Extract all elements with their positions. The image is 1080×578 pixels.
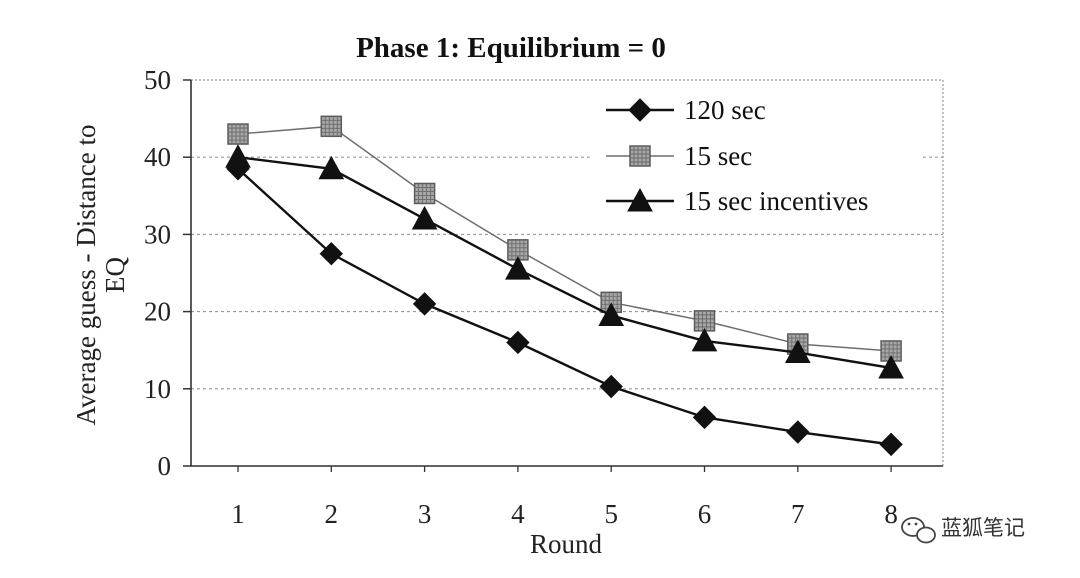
series-line bbox=[237, 125, 892, 352]
data-point-triangle bbox=[691, 327, 718, 352]
data-point-diamond bbox=[319, 241, 344, 266]
data-point-square bbox=[629, 145, 651, 167]
y-tick-label: 40 bbox=[144, 142, 171, 172]
data-point-triangle bbox=[878, 354, 904, 379]
y-tick-label: 30 bbox=[144, 219, 171, 249]
series-triangle bbox=[225, 144, 904, 379]
data-point-triangle bbox=[505, 256, 531, 280]
y-tick-label: 20 bbox=[144, 297, 171, 327]
data-point-triangle bbox=[598, 302, 625, 326]
x-tick-label: 5 bbox=[604, 499, 618, 529]
data-point-diamond bbox=[879, 432, 903, 457]
x-tick-label: 7 bbox=[791, 499, 805, 529]
y-tick-label: 50 bbox=[144, 65, 171, 95]
legend: 120 sec 15 sec 15 sec incentives bbox=[592, 87, 922, 227]
y-axis-label-line1: Average guess - Distance to bbox=[71, 125, 101, 426]
legend-item: 15 sec bbox=[606, 141, 752, 171]
data-point-triangle bbox=[225, 144, 251, 168]
data-point-square bbox=[227, 123, 249, 145]
data-point-square bbox=[320, 115, 343, 138]
y-axis-label-line2: EQ bbox=[100, 257, 130, 293]
data-point-diamond bbox=[599, 374, 623, 399]
data-point-triangle bbox=[411, 205, 438, 230]
x-tick-label: 3 bbox=[418, 499, 432, 529]
chart-title: Phase 1: Equilibrium = 0 bbox=[356, 32, 666, 64]
data-point-triangle bbox=[627, 187, 653, 212]
watermark: 蓝狐笔记 bbox=[901, 516, 1025, 544]
legend-item: 15 sec incentives bbox=[606, 186, 868, 216]
x-tick-label: 2 bbox=[325, 499, 339, 529]
data-point-square bbox=[413, 182, 436, 205]
data-point-diamond bbox=[412, 292, 437, 316]
x-tick-label: 4 bbox=[511, 499, 525, 529]
x-tick-label: 8 bbox=[884, 499, 898, 529]
y-tick-label: 0 bbox=[158, 451, 172, 481]
watermark-text: 蓝狐笔记 bbox=[941, 516, 1025, 540]
legend-label: 15 sec bbox=[684, 141, 752, 171]
x-tick-labels: 1 2 3 4 5 6 7 8 bbox=[231, 499, 898, 529]
x-tick-label: 6 bbox=[698, 499, 712, 529]
y-tick-label: 10 bbox=[144, 374, 171, 404]
series-line bbox=[237, 156, 892, 370]
x-tick-label: 1 bbox=[231, 499, 245, 529]
y-tick-labels: 0 10 20 30 40 50 bbox=[144, 65, 171, 481]
data-point-diamond bbox=[692, 405, 717, 430]
data-point-diamond bbox=[628, 98, 652, 122]
axes bbox=[183, 79, 943, 472]
series-line bbox=[237, 167, 892, 446]
data-point-triangle bbox=[318, 155, 345, 180]
x-axis-label: Round bbox=[530, 529, 603, 559]
data-point-square bbox=[693, 310, 716, 332]
legend-item: 120 sec bbox=[606, 95, 766, 125]
data-point-square bbox=[507, 239, 529, 261]
data-point-diamond bbox=[506, 330, 530, 355]
legend-label: 15 sec incentives bbox=[684, 186, 868, 216]
wechat-icon bbox=[901, 517, 936, 544]
series-group bbox=[225, 115, 904, 457]
data-point-triangle bbox=[784, 339, 811, 364]
data-point-diamond bbox=[786, 420, 810, 444]
data-point-square bbox=[880, 340, 902, 362]
legend-label: 120 sec bbox=[684, 95, 766, 125]
